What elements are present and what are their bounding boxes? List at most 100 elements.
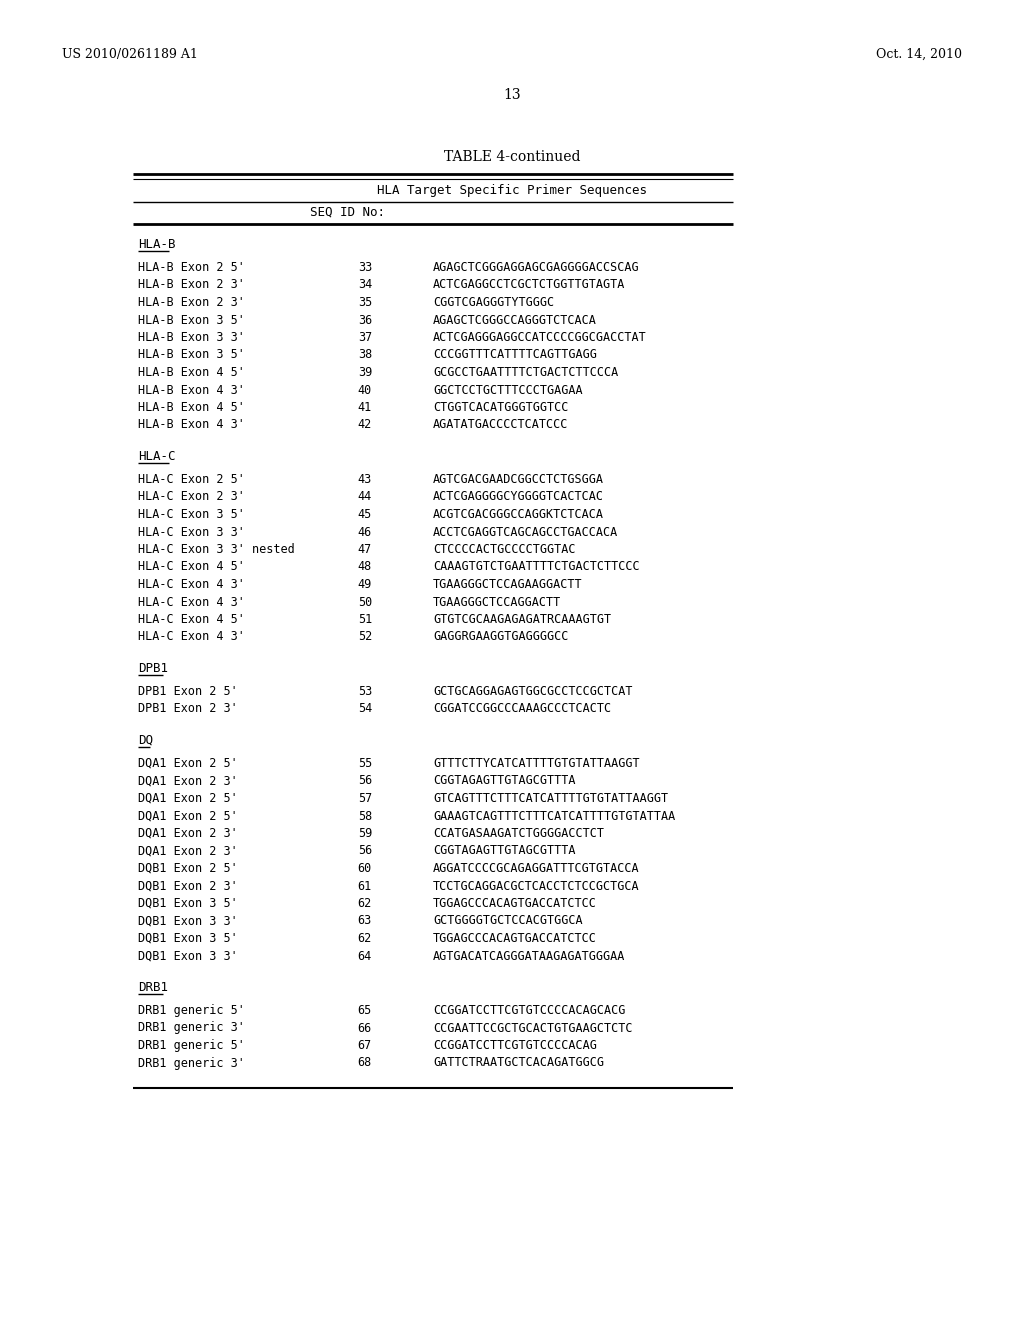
Text: 44: 44 [357, 491, 372, 503]
Text: GCTGCAGGAGAGTGGCGCCTCCGCTCAT: GCTGCAGGAGAGTGGCGCCTCCGCTCAT [433, 685, 633, 698]
Text: 33: 33 [357, 261, 372, 275]
Text: HLA-C: HLA-C [138, 450, 175, 463]
Text: GAAAGTCAGTTTCTTTCATCATTTTGTGTATTAA: GAAAGTCAGTTTCTTTCATCATTTTGTGTATTAA [433, 809, 675, 822]
Text: DQB1 Exon 2 5': DQB1 Exon 2 5' [138, 862, 238, 875]
Text: CCGAATTCCGCTGCACTGTGAAGCTCTC: CCGAATTCCGCTGCACTGTGAAGCTCTC [433, 1022, 633, 1035]
Text: DRB1 generic 5': DRB1 generic 5' [138, 1005, 245, 1016]
Text: HLA-C Exon 4 3': HLA-C Exon 4 3' [138, 631, 245, 644]
Text: SEQ ID No:: SEQ ID No: [310, 206, 385, 219]
Text: TGGAGCCCACAGTGACCATCTCC: TGGAGCCCACAGTGACCATCTCC [433, 932, 597, 945]
Text: HLA-B Exon 4 5': HLA-B Exon 4 5' [138, 401, 245, 414]
Text: 62: 62 [357, 898, 372, 909]
Text: HLA-B Exon 2 5': HLA-B Exon 2 5' [138, 261, 245, 275]
Text: AGAGCTCGGGCCAGGGTCTCACA: AGAGCTCGGGCCAGGGTCTCACA [433, 314, 597, 326]
Text: CGGATCCGGCCCAAAGCCCTCACTC: CGGATCCGGCCCAAAGCCCTCACTC [433, 702, 611, 715]
Text: HLA-C Exon 4 3': HLA-C Exon 4 3' [138, 595, 245, 609]
Text: 68: 68 [357, 1056, 372, 1069]
Text: HLA-B Exon 4 3': HLA-B Exon 4 3' [138, 418, 245, 432]
Text: CTGGTCACATGGGTGGTCC: CTGGTCACATGGGTGGTCC [433, 401, 568, 414]
Text: HLA-C Exon 3 3' nested: HLA-C Exon 3 3' nested [138, 543, 295, 556]
Text: 62: 62 [357, 932, 372, 945]
Text: HLA-C Exon 4 3': HLA-C Exon 4 3' [138, 578, 245, 591]
Text: 49: 49 [357, 578, 372, 591]
Text: DRB1 generic 3': DRB1 generic 3' [138, 1022, 245, 1035]
Text: HLA-C Exon 2 5': HLA-C Exon 2 5' [138, 473, 245, 486]
Text: DQB1 Exon 2 3': DQB1 Exon 2 3' [138, 879, 238, 892]
Text: CGGTAGAGTTGTAGCGTTTA: CGGTAGAGTTGTAGCGTTTA [433, 775, 575, 788]
Text: CCGGATCCTTCGTGTCCCCACAG: CCGGATCCTTCGTGTCCCCACAG [433, 1039, 597, 1052]
Text: DPB1 Exon 2 5': DPB1 Exon 2 5' [138, 685, 238, 698]
Text: ACGTCGACGGGCCAGGKTCTCACA: ACGTCGACGGGCCAGGKTCTCACA [433, 508, 604, 521]
Text: DQA1 Exon 2 3': DQA1 Exon 2 3' [138, 828, 238, 840]
Text: 63: 63 [357, 915, 372, 928]
Text: TCCTGCAGGACGCTCACCTCTCCGCTGCA: TCCTGCAGGACGCTCACCTCTCCGCTGCA [433, 879, 640, 892]
Text: TGGAGCCCACAGTGACCATCTCC: TGGAGCCCACAGTGACCATCTCC [433, 898, 597, 909]
Text: ACCTCGAGGTCAGCAGCCTGACCACA: ACCTCGAGGTCAGCAGCCTGACCACA [433, 525, 618, 539]
Text: HLA-B Exon 3 5': HLA-B Exon 3 5' [138, 314, 245, 326]
Text: US 2010/0261189 A1: US 2010/0261189 A1 [62, 48, 198, 61]
Text: GCGCCTGAATTTTCTGACTCTTCCCA: GCGCCTGAATTTTCTGACTCTTCCCA [433, 366, 618, 379]
Text: 60: 60 [357, 862, 372, 875]
Text: GCTGGGGTGCTCCACGTGGCA: GCTGGGGTGCTCCACGTGGCA [433, 915, 583, 928]
Text: 41: 41 [357, 401, 372, 414]
Text: GAGGRGAAGGTGAGGGGCC: GAGGRGAAGGTGAGGGGCC [433, 631, 568, 644]
Text: CCGGATCCTTCGTGTCCCCACAGCACG: CCGGATCCTTCGTGTCCCCACAGCACG [433, 1005, 626, 1016]
Text: 48: 48 [357, 561, 372, 573]
Text: HLA-B Exon 2 3': HLA-B Exon 2 3' [138, 296, 245, 309]
Text: HLA-C Exon 3 5': HLA-C Exon 3 5' [138, 508, 245, 521]
Text: 53: 53 [357, 685, 372, 698]
Text: 56: 56 [357, 775, 372, 788]
Text: GATTCTRAATGCTCACAGATGGCG: GATTCTRAATGCTCACAGATGGCG [433, 1056, 604, 1069]
Text: HLA-B Exon 4 5': HLA-B Exon 4 5' [138, 366, 245, 379]
Text: DQ: DQ [138, 734, 153, 747]
Text: TGAAGGGCTCCAGGACTT: TGAAGGGCTCCAGGACTT [433, 595, 561, 609]
Text: HLA-C Exon 4 5': HLA-C Exon 4 5' [138, 612, 245, 626]
Text: AGTGACATCAGGGATAAGAGATGGGAA: AGTGACATCAGGGATAAGAGATGGGAA [433, 949, 626, 962]
Text: HLA-B: HLA-B [138, 238, 175, 251]
Text: 43: 43 [357, 473, 372, 486]
Text: CAAAGTGTCTGAATTTTCTGACTCTTCCC: CAAAGTGTCTGAATTTTCTGACTCTTCCC [433, 561, 640, 573]
Text: DQA1 Exon 2 3': DQA1 Exon 2 3' [138, 775, 238, 788]
Text: CTCCCCACTGCCCCTGGTAC: CTCCCCACTGCCCCTGGTAC [433, 543, 575, 556]
Text: GTTTCTTYCATCATTTTGTGTATTAAGGT: GTTTCTTYCATCATTTTGTGTATTAAGGT [433, 756, 640, 770]
Text: ACTCGAGGGAGGCCATCCCCGGCGACCTAT: ACTCGAGGGAGGCCATCCCCGGCGACCTAT [433, 331, 647, 345]
Text: HLA-B Exon 3 5': HLA-B Exon 3 5' [138, 348, 245, 362]
Text: DQA1 Exon 2 5': DQA1 Exon 2 5' [138, 792, 238, 805]
Text: DPB1 Exon 2 3': DPB1 Exon 2 3' [138, 702, 238, 715]
Text: 40: 40 [357, 384, 372, 396]
Text: 58: 58 [357, 809, 372, 822]
Text: 54: 54 [357, 702, 372, 715]
Text: 52: 52 [357, 631, 372, 644]
Text: 13: 13 [503, 88, 521, 102]
Text: TGAAGGGCTCCAGAAGGACTT: TGAAGGGCTCCAGAAGGACTT [433, 578, 583, 591]
Text: DRB1 generic 3': DRB1 generic 3' [138, 1056, 245, 1069]
Text: 35: 35 [357, 296, 372, 309]
Text: HLA-B Exon 2 3': HLA-B Exon 2 3' [138, 279, 245, 292]
Text: 56: 56 [357, 845, 372, 858]
Text: Oct. 14, 2010: Oct. 14, 2010 [876, 48, 962, 61]
Text: 61: 61 [357, 879, 372, 892]
Text: GGCTCCTGCTTTCCCTGAGAA: GGCTCCTGCTTTCCCTGAGAA [433, 384, 583, 396]
Text: 66: 66 [357, 1022, 372, 1035]
Text: TABLE 4-continued: TABLE 4-continued [443, 150, 581, 164]
Text: 65: 65 [357, 1005, 372, 1016]
Text: AGAGCTCGGGAGGAGCGAGGGGACCSCAG: AGAGCTCGGGAGGAGCGAGGGGACCSCAG [433, 261, 640, 275]
Text: ACTCGAGGGGCYGGGGTCACTCAC: ACTCGAGGGGCYGGGGTCACTCAC [433, 491, 604, 503]
Text: AGATATGACCCCTCATCCC: AGATATGACCCCTCATCCC [433, 418, 568, 432]
Text: DQB1 Exon 3 5': DQB1 Exon 3 5' [138, 932, 238, 945]
Text: 36: 36 [357, 314, 372, 326]
Text: DQA1 Exon 2 5': DQA1 Exon 2 5' [138, 756, 238, 770]
Text: HLA-C Exon 3 3': HLA-C Exon 3 3' [138, 525, 245, 539]
Text: DQB1 Exon 3 5': DQB1 Exon 3 5' [138, 898, 238, 909]
Text: 46: 46 [357, 525, 372, 539]
Text: 34: 34 [357, 279, 372, 292]
Text: AGGATCCCCGCAGAGGATTTCGTGTACCA: AGGATCCCCGCAGAGGATTTCGTGTACCA [433, 862, 640, 875]
Text: 37: 37 [357, 331, 372, 345]
Text: 50: 50 [357, 595, 372, 609]
Text: DQB1 Exon 3 3': DQB1 Exon 3 3' [138, 915, 238, 928]
Text: GTCAGTTTCTTTCATCATTTTGTGTATTAAGGT: GTCAGTTTCTTTCATCATTTTGTGTATTAAGGT [433, 792, 668, 805]
Text: 39: 39 [357, 366, 372, 379]
Text: DRB1 generic 5': DRB1 generic 5' [138, 1039, 245, 1052]
Text: 59: 59 [357, 828, 372, 840]
Text: 64: 64 [357, 949, 372, 962]
